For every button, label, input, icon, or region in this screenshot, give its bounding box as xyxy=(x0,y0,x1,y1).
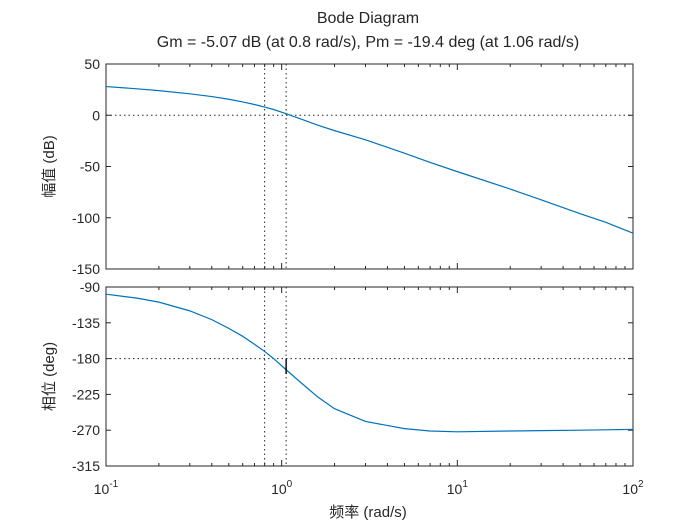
phase-frame xyxy=(105,286,634,467)
x-axis-tick-labels: 10-1 100 101 102 xyxy=(94,479,644,497)
phase-y-axis-label: 相位 (deg) xyxy=(41,342,58,411)
phase-panel: -90 -135 -180 -225 -270 -315 相位 (deg) xyxy=(41,279,634,474)
x-tick-label: 101 xyxy=(447,479,469,497)
chart-subtitle: Gm = -5.07 dB (at 0.8 rad/s), Pm = -19.4… xyxy=(157,34,579,51)
phase-y-tick-label: -315 xyxy=(72,458,100,474)
magnitude-panel: 50 0 -50 -100 -150 幅值 (dB) xyxy=(41,56,634,277)
magnitude-y-tick-label: 50 xyxy=(84,56,100,72)
x-axis-label: 频率 (rad/s) xyxy=(329,504,407,521)
phase-y-tick-label: -180 xyxy=(72,351,100,367)
magnitude-y-tick-label: -50 xyxy=(80,159,100,175)
phase-y-tick-label: -225 xyxy=(72,386,100,402)
chart-title: Bode Diagram xyxy=(317,10,419,27)
x-tick-label: 10-1 xyxy=(94,479,119,497)
magnitude-curve xyxy=(105,85,634,234)
x-tick-label: 102 xyxy=(622,479,644,497)
phase-y-tick-label: -135 xyxy=(72,315,100,331)
magnitude-y-axis-label: 幅值 (dB) xyxy=(41,135,58,198)
phase-y-tick-label: -90 xyxy=(80,279,100,295)
magnitude-frame xyxy=(105,63,634,270)
phase-y-tick-label: -270 xyxy=(72,422,100,438)
x-tick-label: 100 xyxy=(271,479,293,497)
phase-curve xyxy=(105,293,634,433)
magnitude-y-tick-label: -100 xyxy=(72,210,100,226)
magnitude-y-tick-label: 0 xyxy=(92,107,100,123)
magnitude-y-tick-label: -150 xyxy=(72,261,100,277)
